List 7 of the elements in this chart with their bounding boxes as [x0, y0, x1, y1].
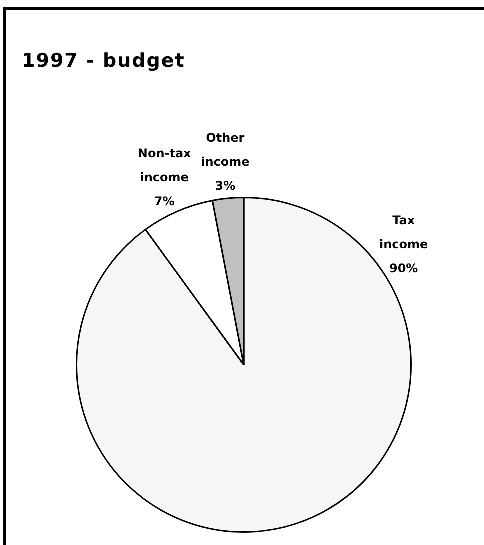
slice-label: Tax income [380, 214, 428, 252]
data-label: 3% [215, 178, 236, 193]
chart-title: 1997 - budget [22, 50, 186, 72]
data-label: 7% [154, 194, 175, 209]
slice-label: Non-tax income [138, 146, 192, 185]
slice-label: Other income [201, 130, 250, 169]
data-label: 90% [389, 262, 418, 276]
